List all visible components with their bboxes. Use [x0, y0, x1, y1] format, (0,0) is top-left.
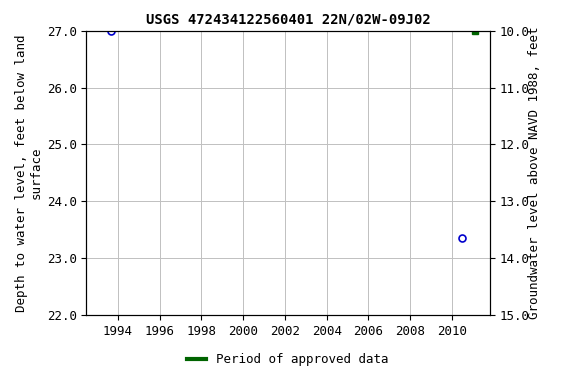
Title: USGS 472434122560401 22N/02W-09J02: USGS 472434122560401 22N/02W-09J02: [146, 13, 430, 27]
Legend: Period of approved data: Period of approved data: [183, 348, 393, 371]
Y-axis label: Groundwater level above NAVD 1988, feet: Groundwater level above NAVD 1988, feet: [528, 26, 541, 319]
Y-axis label: Depth to water level, feet below land
surface: Depth to water level, feet below land su…: [14, 34, 43, 311]
